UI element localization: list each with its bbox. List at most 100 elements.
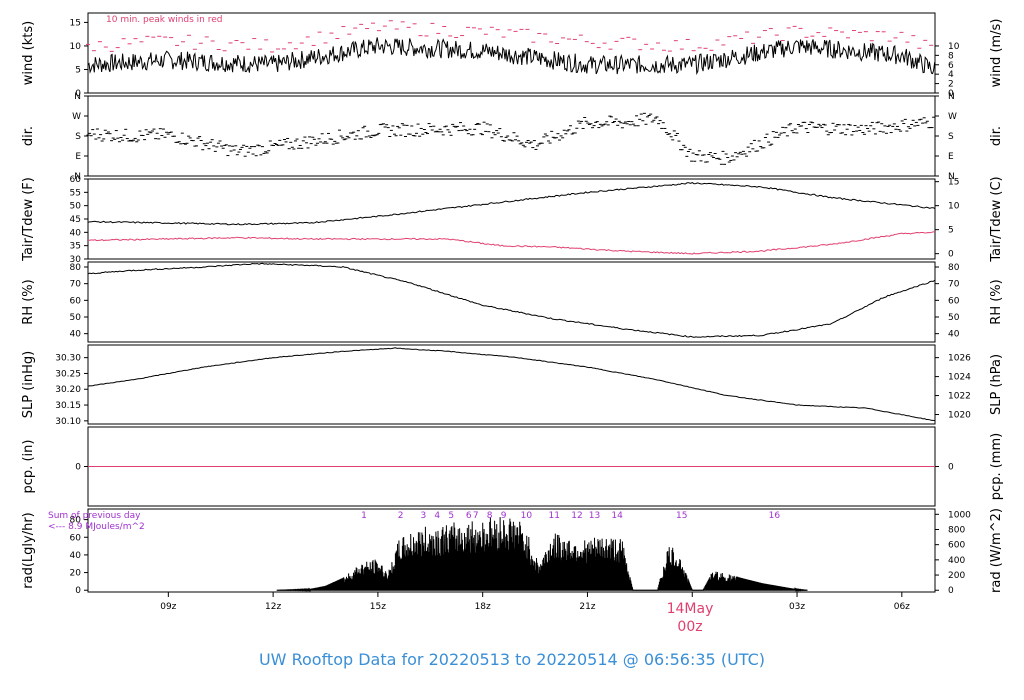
right-tick-label-slp: 1024 (948, 373, 971, 383)
x-tick-label: 09z (160, 602, 176, 612)
left-axis-label-rad: rad(Lgly/hr) (21, 512, 36, 588)
right-tick-label-wind: 10 (948, 42, 960, 52)
left-tick-label-wind: 15 (70, 18, 81, 28)
right-axis-label-rh: RH (%) (989, 279, 1004, 324)
rad-hour-mark: 2 (398, 511, 404, 521)
panel-frame-slp (87, 344, 936, 425)
right-tick-label-dir: N (948, 172, 955, 182)
rad-hour-mark: 14 (611, 511, 623, 521)
left-tick-label-pcp: 0 (75, 463, 81, 473)
rad-hour-mark: 9 (501, 511, 507, 521)
rad-hour-mark: 4 (434, 511, 440, 521)
left-tick-label-dir: W (72, 112, 81, 122)
right-tick-label-dir: E (948, 152, 954, 162)
right-tick-label-wind: 0 (948, 89, 954, 99)
right-tick-label-wind: 8 (948, 51, 954, 61)
right-axis-label-wind: wind (m/s) (989, 19, 1004, 88)
rad-hour-mark: 5 (448, 511, 454, 521)
left-tick-label-rad: 60 (70, 533, 82, 543)
series-temp-0 (87, 182, 936, 226)
date-hour: 00z (677, 619, 702, 635)
left-tick-label-dir: E (75, 152, 81, 162)
left-axis-label-temp: Tair/Tdew (F) (21, 177, 36, 262)
series-rh-0 (87, 262, 936, 338)
right-tick-label-rad: 1000 (948, 510, 971, 520)
right-axis-label-rad: rad (W/m^2) (989, 508, 1004, 593)
right-tick-label-temp: 5 (948, 226, 954, 236)
panel-rh: 40 50 60 70 80 40 50 60 70 80 RH (%) RH (%) (21, 261, 1004, 343)
left-tick-label-dir: N (74, 172, 81, 182)
right-tick-label-rad: 400 (948, 556, 965, 566)
right-axis-label-temp: Tair/Tdew (C) (989, 176, 1004, 262)
rad-sum-note: Sum of previous day (48, 511, 141, 521)
right-tick-label-wind: 4 (948, 70, 954, 80)
rad-bars (277, 517, 808, 593)
left-tick-label-temp: 35 (70, 242, 81, 252)
panel-frame-dir (87, 95, 936, 177)
rad-hour-mark: 1 (361, 511, 367, 521)
left-tick-label-slp: 30.20 (55, 385, 81, 395)
right-tick-label-temp: 15 (948, 178, 959, 188)
rad-hour-mark: 16 (769, 511, 781, 521)
x-tick-label: 03z (789, 602, 805, 612)
left-tick-label-temp: 55 (70, 188, 81, 198)
right-tick-label-rad: 800 (948, 525, 965, 535)
right-tick-label-slp: 1026 (948, 354, 971, 364)
right-axis-label-slp: SLP (hPa) (989, 354, 1004, 415)
left-tick-label-temp: 50 (70, 202, 82, 212)
right-tick-label-wind: 6 (948, 61, 954, 71)
left-tick-label-rh: 80 (70, 263, 82, 273)
rad-hour-mark: 6 (466, 511, 472, 521)
left-tick-label-slp: 30.15 (55, 401, 81, 411)
left-axis-label-wind: wind (kts) (21, 21, 36, 85)
left-tick-label-temp: 30 (70, 255, 82, 265)
panel-frame-rad (87, 508, 936, 593)
right-tick-label-dir: S (948, 132, 954, 142)
left-tick-label-slp: 30.25 (55, 369, 81, 379)
x-tick-label: 18z (475, 602, 491, 612)
right-tick-label-rh: 50 (948, 313, 960, 323)
right-tick-label-rh: 60 (948, 296, 960, 306)
x-tick-label: 12z (265, 602, 281, 612)
left-axis-label-dir: dir. (21, 126, 36, 146)
right-tick-label-rh: 80 (948, 263, 960, 273)
left-tick-label-temp: 60 (70, 175, 82, 185)
series-wind-0 (87, 37, 936, 76)
left-tick-label-slp: 30.10 (55, 417, 81, 427)
rad-hour-mark: 11 (549, 511, 560, 521)
left-tick-label-rad: 0 (75, 586, 81, 596)
x-tick-label: 21z (579, 602, 595, 612)
right-tick-label-temp: 0 (948, 250, 954, 260)
left-tick-label-wind: 5 (75, 65, 81, 75)
panel-frame-rh (87, 261, 936, 343)
right-tick-label-slp: 1022 (948, 392, 971, 402)
left-tick-label-slp: 30.30 (55, 354, 81, 364)
right-tick-label-rad: 200 (948, 571, 965, 581)
left-tick-label-rad: 80 (70, 516, 82, 526)
left-tick-label-rad: 40 (70, 551, 82, 561)
left-tick-label-rh: 60 (70, 296, 82, 306)
panel-slp: 30.10 30.15 30.20 30.25 30.30 1020 1022 1024 102… (21, 344, 1004, 427)
rad-hour-mark: 7 (473, 511, 479, 521)
rad-hour-mark: 13 (589, 511, 600, 521)
left-tick-label-rh: 50 (70, 313, 82, 323)
x-tick-label: 15z (370, 602, 386, 612)
series-temp-1 (88, 231, 936, 255)
left-tick-label-wind: 0 (75, 89, 81, 99)
left-tick-label-rad: 20 (70, 569, 82, 579)
panel-temp: 30 35 40 45 50 55 60 0 5 10 15 Tair/Tdew (F) Tair/Td… (21, 175, 1004, 265)
panel-frame-wind (87, 12, 936, 94)
rad-hour-mark: 15 (676, 511, 687, 521)
left-tick-label-temp: 45 (70, 215, 81, 225)
right-tick-label-rad: 600 (948, 541, 965, 551)
left-tick-label-wind: 10 (70, 42, 82, 52)
wind-peak-note: 10 min. peak winds in red (106, 15, 223, 25)
rad-hour-mark: 10 (521, 511, 533, 521)
left-axis-label-slp: SLP (inHg) (21, 351, 36, 419)
left-tick-label-dir: S (75, 132, 81, 142)
left-tick-label-dir: N (74, 92, 81, 102)
